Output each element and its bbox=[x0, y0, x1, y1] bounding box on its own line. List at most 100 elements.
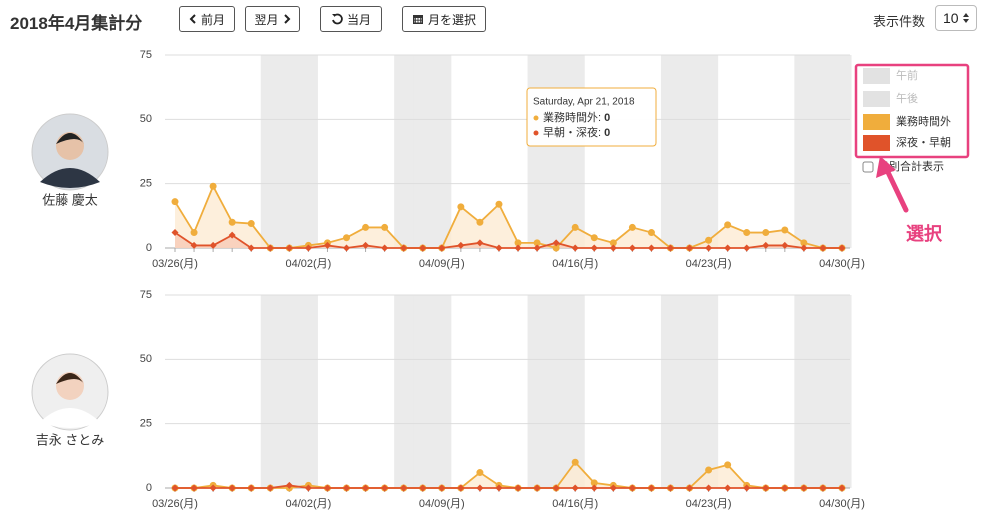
point bbox=[533, 239, 541, 247]
legend-label: 午前 bbox=[896, 68, 918, 82]
point bbox=[476, 239, 484, 247]
point bbox=[438, 244, 446, 252]
point bbox=[819, 244, 827, 252]
page-size-select[interactable]: 10 bbox=[935, 5, 977, 31]
x-tick-label: 03/26(月) bbox=[152, 498, 198, 510]
point bbox=[609, 244, 617, 252]
button-label: 前月 bbox=[200, 12, 225, 27]
point bbox=[381, 223, 389, 231]
tooltip: Saturday, Apr 21, 2018 業務時間外: 0早朝・深夜: 0 bbox=[526, 87, 657, 147]
weekend-band bbox=[413, 295, 452, 488]
point bbox=[686, 484, 694, 492]
tooltip-dot bbox=[533, 115, 539, 121]
point bbox=[590, 234, 598, 242]
point bbox=[705, 236, 713, 244]
annotation: 選択 bbox=[906, 224, 943, 244]
point bbox=[495, 244, 503, 252]
point bbox=[171, 484, 179, 492]
avatar bbox=[31, 113, 109, 191]
point bbox=[400, 244, 408, 252]
point bbox=[800, 239, 808, 247]
legend-swatch bbox=[863, 114, 890, 130]
x-tick-label: 04/02(月) bbox=[285, 258, 331, 270]
point bbox=[647, 244, 655, 252]
point bbox=[247, 484, 255, 492]
prev-month-button[interactable]: 前月 bbox=[179, 6, 235, 32]
y-tick-label: 25 bbox=[140, 178, 152, 190]
point bbox=[419, 244, 427, 252]
point bbox=[171, 229, 179, 237]
point bbox=[724, 221, 732, 229]
y-tick-label: 50 bbox=[140, 353, 152, 365]
person-name: 吉永 さとみ bbox=[36, 432, 105, 447]
point bbox=[781, 226, 789, 234]
point bbox=[228, 218, 236, 226]
point bbox=[362, 223, 370, 231]
tooltip-label: 早朝・深夜: bbox=[543, 125, 604, 139]
next-month-button[interactable]: 翌月 bbox=[245, 6, 300, 32]
point bbox=[266, 484, 274, 492]
point bbox=[323, 241, 331, 249]
point bbox=[552, 484, 560, 492]
point bbox=[190, 241, 198, 249]
select-month-button[interactable]: 月を選択 bbox=[402, 6, 486, 32]
point bbox=[819, 484, 827, 492]
point bbox=[647, 484, 655, 492]
icon bbox=[189, 14, 196, 24]
point bbox=[457, 203, 465, 211]
point bbox=[628, 484, 636, 492]
point bbox=[762, 484, 770, 492]
tooltip-row: 早朝・深夜: 0 bbox=[543, 125, 610, 139]
checkbox[interactable] bbox=[862, 161, 874, 173]
arrow bbox=[883, 165, 909, 213]
y-tick-label: 75 bbox=[140, 289, 152, 301]
avatar-hair bbox=[56, 133, 84, 144]
button-label: 当月 bbox=[346, 12, 371, 27]
point bbox=[247, 244, 255, 252]
tooltip-title: Saturday, Apr 21, 2018 bbox=[533, 97, 635, 108]
point bbox=[514, 239, 522, 247]
avatar bbox=[31, 353, 109, 431]
point bbox=[400, 484, 408, 492]
icon bbox=[283, 14, 290, 24]
weekend-band bbox=[680, 295, 719, 488]
point bbox=[590, 244, 598, 252]
x-tick-label: 03/26(月) bbox=[152, 258, 198, 270]
point bbox=[266, 244, 274, 252]
point bbox=[343, 244, 351, 252]
tooltip-value: 0 bbox=[604, 127, 610, 139]
arrow-head bbox=[876, 156, 896, 178]
avatar-body bbox=[40, 168, 100, 188]
point bbox=[457, 484, 465, 492]
point bbox=[209, 182, 217, 190]
weekend-band bbox=[813, 295, 852, 488]
point bbox=[609, 239, 617, 247]
point bbox=[533, 244, 541, 252]
point bbox=[190, 229, 198, 237]
point bbox=[476, 484, 484, 492]
point bbox=[514, 484, 522, 492]
point bbox=[743, 244, 751, 252]
point bbox=[476, 218, 484, 226]
point bbox=[628, 223, 636, 231]
avatar-body bbox=[40, 408, 100, 428]
tooltip-box bbox=[526, 87, 657, 147]
point bbox=[362, 484, 370, 492]
select-value: 10 bbox=[943, 10, 959, 26]
current-month-button[interactable]: 当月 bbox=[320, 6, 382, 32]
point bbox=[171, 198, 179, 206]
point bbox=[228, 231, 236, 239]
point bbox=[743, 229, 751, 237]
point bbox=[571, 484, 579, 492]
x-tick-label: 04/23(月) bbox=[686, 258, 732, 270]
point bbox=[438, 484, 446, 492]
avatar-hair bbox=[56, 373, 84, 384]
point bbox=[514, 244, 522, 252]
person-name: 佐藤 慶太 bbox=[42, 192, 98, 207]
point bbox=[323, 484, 331, 492]
point bbox=[762, 229, 770, 237]
point bbox=[724, 244, 732, 252]
point bbox=[838, 244, 846, 252]
